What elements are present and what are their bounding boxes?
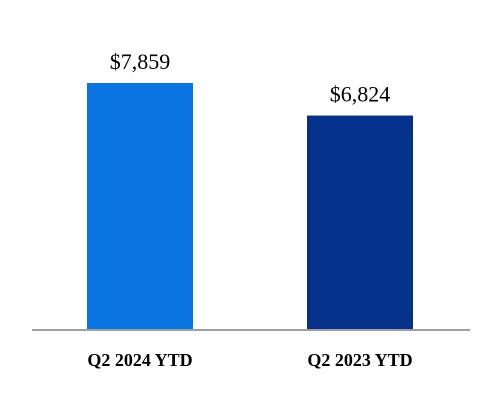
bar-2 [307,115,413,330]
value-labels-group: $7,859 $6,824 [110,49,391,107]
bar-value-label-2: $6,824 [330,82,391,107]
bar-value-label-1: $7,859 [110,49,171,74]
bar-1 [87,83,193,330]
x-tick-label-2: Q2 2023 YTD [307,350,412,370]
x-tick-label-1: Q2 2024 YTD [87,350,192,370]
x-tick-labels-group: Q2 2024 YTD Q2 2023 YTD [87,350,412,370]
bars-group [87,83,413,330]
